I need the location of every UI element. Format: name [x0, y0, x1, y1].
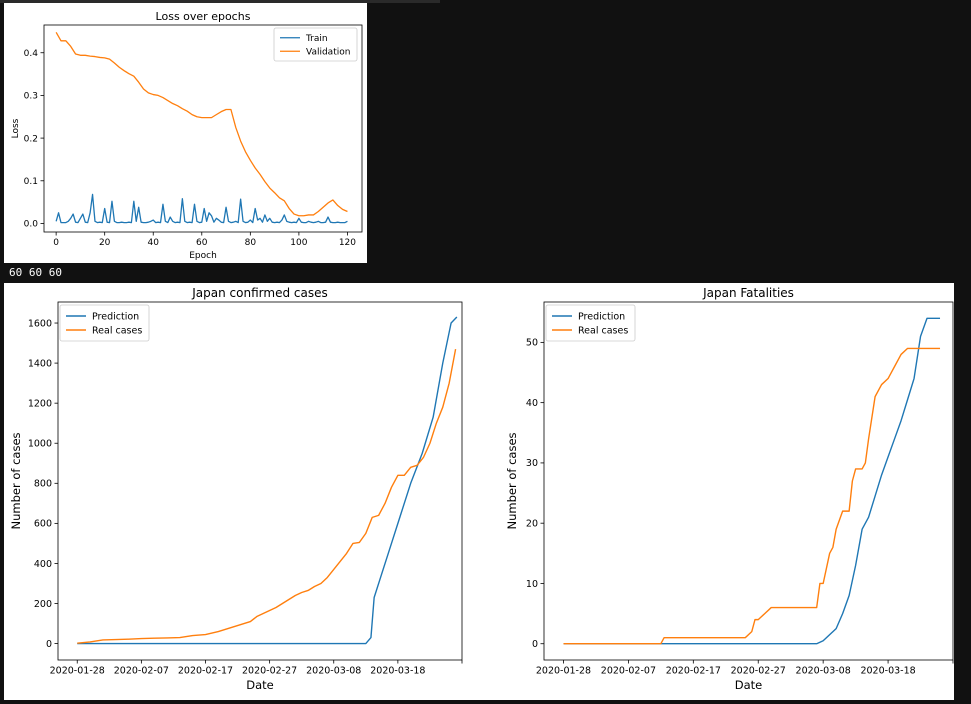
confirmed-x-tick-label: 2020-02-27 — [242, 666, 297, 677]
confirmed-y-tick-label: 400 — [34, 559, 52, 570]
confirmed-y-tick-label: 1000 — [28, 439, 52, 450]
fatalities-series-line-prediction — [563, 317, 941, 645]
confirmed-x-axis-label: Date — [246, 678, 274, 692]
confirmed-x-tick-label: 2020-02-17 — [178, 666, 233, 677]
fatalities-x-tick-label: 2020-02-17 — [666, 666, 721, 677]
loss-y-tick-label: 0.0 — [24, 220, 39, 230]
loss-x-tick-label: 20 — [99, 238, 111, 248]
fatalities-chart: 2020-01-28 2020-02-07 2020-02-17 2020-02-27… — [505, 286, 954, 692]
stdout-text: 60 60 60 — [9, 266, 62, 279]
confirmed-series-line-real-cases — [77, 348, 457, 644]
loss-x-axis-label: Epoch — [189, 251, 217, 261]
fatalities-legend-box — [545, 304, 636, 342]
loss-title: Loss over epochs — [156, 10, 251, 23]
fatalities-legend: Prediction Real cases — [545, 304, 636, 342]
fatalities-x-tick-label: 2020-02-27 — [731, 666, 786, 677]
confirmed-y-tick-label: 1400 — [28, 358, 52, 369]
fatalities-x-tick-label: 2020-02-07 — [601, 666, 656, 677]
loss-x-tick-label: 120 — [339, 238, 356, 248]
confirmed-title: Japan confirmed cases — [191, 286, 327, 300]
japan-charts: 2020-01-28 2020-02-07 2020-02-17 2020-02-27… — [9, 286, 954, 692]
loss-figure: 0 20 40 60 80 100 120 0.0 0.1 0.2 0.3 0.4 Loss over … — [4, 3, 367, 263]
fatalities-series-line-real-cases — [563, 347, 941, 645]
confirmed-y-tick-label: 800 — [34, 479, 52, 490]
confirmed-y-tick-label: 1600 — [28, 318, 52, 329]
confirmed-legend-label: Prediction — [92, 311, 139, 322]
confirmed-chart: 2020-01-28 2020-02-07 2020-02-17 2020-02-27… — [9, 286, 463, 692]
fatalities-x-tick-label: 2020-03-18 — [860, 666, 915, 677]
fatalities-y-axis-label: Number of cases — [505, 432, 519, 529]
fatalities-x-tick-label: 2020-03-08 — [796, 666, 851, 677]
fatalities-x-tick-label: 2020-01-28 — [536, 666, 591, 677]
loss-legend-box — [273, 27, 358, 62]
loss-x-tick-label: 100 — [290, 238, 307, 248]
loss-x-tick-label: 60 — [196, 238, 208, 248]
loss-legend-label: Validation — [306, 47, 350, 57]
confirmed-x-tick-label: 2020-02-07 — [114, 666, 169, 677]
confirmed-y-tick-label: 600 — [34, 519, 52, 530]
fatalities-y-tick-label: 10 — [526, 579, 538, 590]
loss-x-tick-label: 0 — [53, 238, 59, 248]
loss-y-tick-label: 0.2 — [24, 134, 38, 144]
confirmed-x-tick-label: 2020-03-08 — [306, 666, 361, 677]
loss-legend-label: Train — [305, 34, 328, 44]
top-strip — [0, 0, 440, 3]
confirmed-y-tick-label: 1200 — [28, 398, 52, 409]
loss-y-tick-label: 0.4 — [24, 49, 39, 59]
fatalities-title: Japan Fatalities — [702, 286, 794, 300]
confirmed-x-tick-label: 2020-01-28 — [50, 666, 105, 677]
confirmed-x-tick-label: 2020-03-18 — [370, 666, 425, 677]
loss-x-tick-label: 80 — [245, 238, 257, 248]
fatalities-legend-label: Prediction — [578, 311, 625, 322]
fatalities-x-axis-label: Date — [735, 678, 763, 692]
fatalities-y-tick-label: 50 — [526, 338, 538, 349]
confirmed-y-tick-label: 0 — [46, 639, 52, 650]
confirmed-series-line-prediction — [77, 316, 458, 645]
fatalities-legend-label: Real cases — [578, 325, 628, 336]
confirmed-plot-frame — [57, 301, 463, 661]
fatalities-plot-frame — [543, 301, 954, 661]
japan-figure: 2020-01-28 2020-02-07 2020-02-17 2020-02-27… — [4, 283, 954, 700]
fatalities-y-tick-label: 40 — [526, 398, 538, 409]
loss-series-line-train — [55, 193, 348, 224]
loss-chart: 0 20 40 60 80 100 120 0.0 0.1 0.2 0.3 0.4 Loss over … — [11, 10, 363, 261]
loss-series-line-validation — [55, 31, 348, 217]
loss-y-tick-label: 0.3 — [24, 92, 38, 102]
confirmed-y-tick-label: 200 — [34, 599, 52, 610]
loss-plot-frame — [43, 24, 363, 233]
loss-legend: Train Validation — [273, 27, 358, 62]
loss-y-tick-label: 0.1 — [24, 177, 38, 187]
confirmed-legend-label: Real cases — [92, 325, 142, 336]
loss-chart: 0 20 40 60 80 100 120 0.0 0.1 0.2 0.3 0.4 Loss over … — [11, 10, 363, 261]
loss-y-axis-label: Loss — [11, 118, 21, 138]
confirmed-legend: Prediction Real cases — [59, 304, 150, 342]
confirmed-y-axis-label: Number of cases — [9, 432, 23, 529]
fatalities-y-tick-label: 20 — [526, 519, 538, 530]
fatalities-y-tick-label: 30 — [526, 458, 538, 469]
loss-x-tick-label: 40 — [148, 238, 160, 248]
fatalities-y-tick-label: 0 — [532, 639, 538, 650]
confirmed-legend-box — [59, 304, 150, 342]
